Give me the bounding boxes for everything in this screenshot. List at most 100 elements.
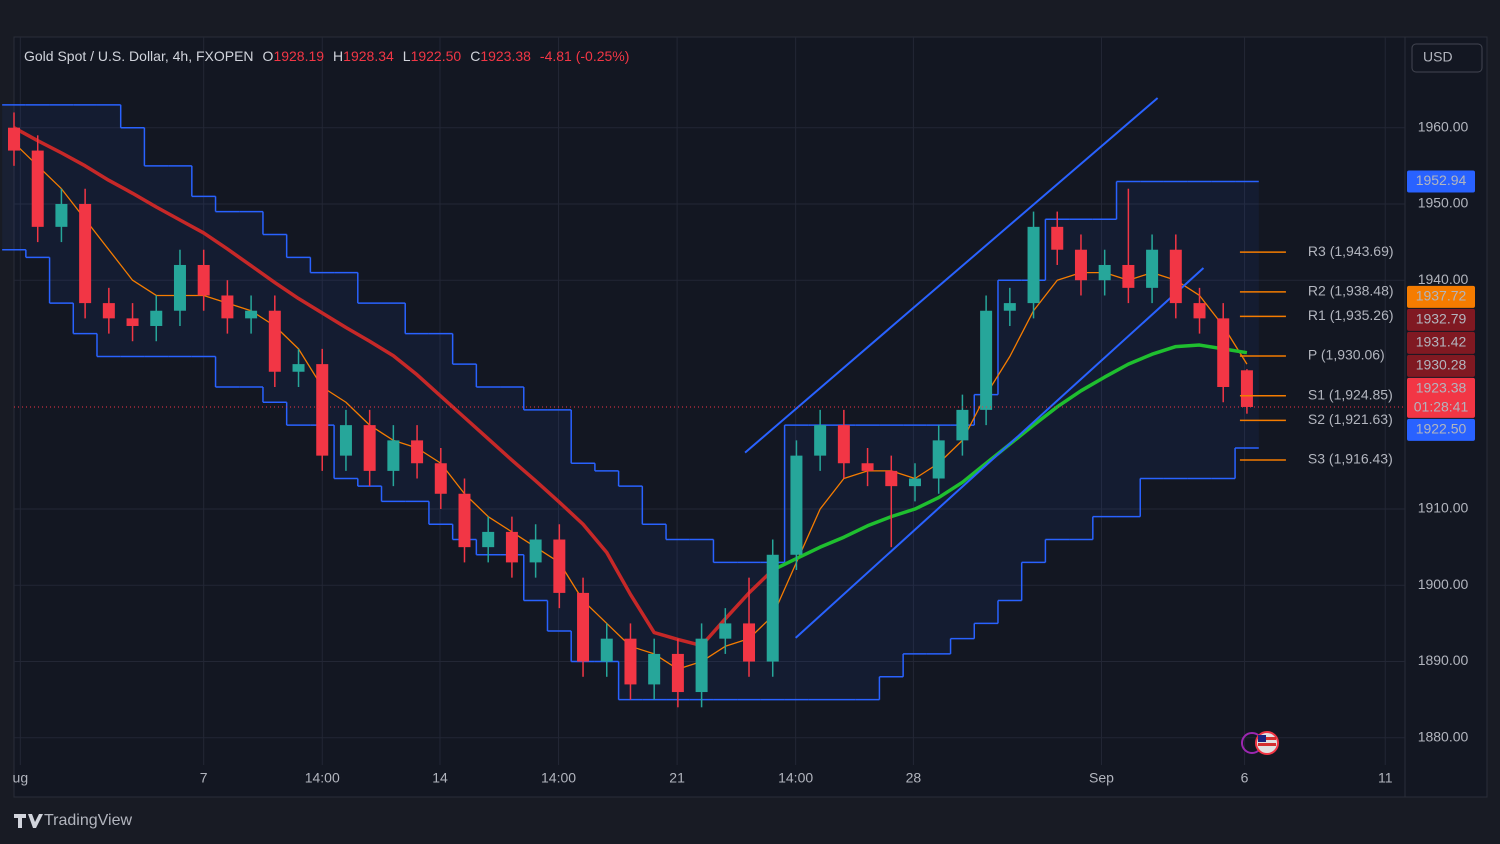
- ohlc-value: 1923.38: [480, 48, 531, 64]
- ohlc-value: 1922.50: [411, 48, 462, 64]
- price-tag: [1407, 377, 1475, 418]
- flag-canton: [1258, 735, 1266, 742]
- ohlc-label: O: [263, 48, 274, 64]
- candle-body: [411, 440, 424, 464]
- candle-body: [648, 653, 661, 685]
- candle-body: [553, 539, 566, 593]
- ohlc-label: L: [403, 48, 411, 64]
- x-tick-label: 21: [669, 770, 685, 786]
- y-tick-label: 1950.00: [1418, 195, 1469, 211]
- y-tick-label: 1900.00: [1418, 576, 1469, 592]
- price-tag-label: 1952.94: [1416, 172, 1467, 188]
- brand: TradingView: [44, 812, 132, 829]
- candle-body: [268, 310, 281, 372]
- x-tick-label: 6: [1241, 770, 1249, 786]
- pivot-label: S1 (1,924.85): [1308, 386, 1393, 402]
- currency-button[interactable]: [1411, 43, 1483, 73]
- pivot-label: P (1,930.06): [1308, 347, 1385, 363]
- moving-average: [13, 126, 774, 648]
- change: -4.81 (-0.25%): [540, 48, 629, 64]
- pivot-label: R2 (1,938.48): [1308, 283, 1394, 299]
- candle-body: [766, 554, 779, 662]
- candle-body: [126, 318, 139, 326]
- axes: ug 7 14:00 14 14:00 21 14:00 28 Sep 6 11 1960.00 195…: [13, 118, 1475, 786]
- candle-body: [577, 592, 590, 662]
- symbol-title: Gold Spot / U.S. Dollar, 4h, FXOPEN: [24, 48, 254, 64]
- candle-body: [482, 531, 495, 548]
- candle-body: [837, 425, 850, 464]
- candle-body: [1193, 303, 1206, 319]
- price-tag-label: 1923.38: [1416, 380, 1467, 396]
- candle-body: [529, 539, 542, 563]
- pivot-label: R3 (1,943.69): [1308, 243, 1394, 259]
- candle-body: [1027, 226, 1040, 304]
- candle-body: [79, 203, 92, 304]
- candle-body: [8, 127, 20, 151]
- price-tag: [1407, 418, 1475, 441]
- plot-frame: [13, 36, 1488, 798]
- x-tick-label: 14:00: [541, 770, 576, 786]
- ohlc-value: 1928.19: [273, 48, 324, 64]
- candle-body: [245, 310, 258, 319]
- price-tag: [1407, 285, 1475, 308]
- flag-stripe: [1258, 737, 1276, 740]
- candle-body: [1003, 303, 1016, 311]
- header: Gold Spot / U.S. Dollar, 4h, FXOPEN O1928…: [24, 48, 629, 64]
- flag-stripe: [1258, 743, 1276, 746]
- candle-body: [150, 310, 163, 326]
- candle-body: [1217, 318, 1230, 387]
- price-tag-label: 1932.79: [1416, 311, 1467, 327]
- pivot-label: S2 (1,921.63): [1308, 411, 1393, 427]
- candle-body: [1074, 249, 1087, 281]
- candle-body: [600, 638, 613, 662]
- candle-body: [197, 264, 210, 296]
- candle-body: [932, 440, 945, 479]
- price-tag-label: 1937.72: [1416, 288, 1467, 304]
- candle-body: [885, 470, 898, 487]
- candle-body: [434, 463, 447, 494]
- candle-body: [719, 623, 732, 639]
- currency[interactable]: USD: [1423, 49, 1453, 65]
- price-tag: [1407, 331, 1475, 354]
- candle-body: [861, 463, 874, 471]
- x-tick-label: ug: [13, 770, 29, 786]
- trendline: [794, 267, 1205, 639]
- countdown: 01:28:41: [1414, 399, 1469, 415]
- candle-body: [221, 295, 234, 319]
- candle-body: [1122, 264, 1135, 288]
- plot: [2, 97, 1405, 708]
- x-tick-label: 14: [432, 770, 448, 786]
- candle-body: [956, 409, 969, 441]
- trendline: [744, 97, 1159, 454]
- candle-body: [102, 303, 115, 319]
- x-tick-label: 14:00: [305, 770, 340, 786]
- y-tick-label: 1890.00: [1418, 652, 1469, 668]
- candle-body: [624, 638, 637, 685]
- candle-body: [1240, 370, 1253, 407]
- price-tag-label: 1930.28: [1416, 357, 1467, 373]
- candle-body: [980, 310, 993, 410]
- candle-body: [814, 425, 827, 456]
- price-tag: [1407, 308, 1475, 331]
- x-tick-label: 7: [200, 770, 208, 786]
- candle-body: [790, 455, 803, 555]
- candle-body: [743, 623, 756, 662]
- candle-body: [1169, 249, 1182, 304]
- candle-body: [292, 364, 305, 372]
- candle-body: [908, 478, 921, 487]
- ohlc-label: C: [470, 48, 480, 64]
- ohlc-label: H: [333, 48, 343, 64]
- candle-body: [55, 203, 68, 227]
- channel-fill: [2, 104, 1259, 700]
- price-tag: [1407, 170, 1475, 193]
- candle-body: [695, 638, 708, 693]
- price-tag-label: 1931.42: [1416, 334, 1467, 350]
- pivot-label: R1 (1,935.26): [1308, 307, 1394, 323]
- candle-body: [387, 440, 400, 471]
- y-tick-label: 1940.00: [1418, 271, 1469, 287]
- price-tag: [1407, 354, 1475, 377]
- candle-body: [316, 364, 329, 456]
- x-tick-label: 28: [906, 770, 922, 786]
- x-tick-label: 11: [1378, 770, 1393, 786]
